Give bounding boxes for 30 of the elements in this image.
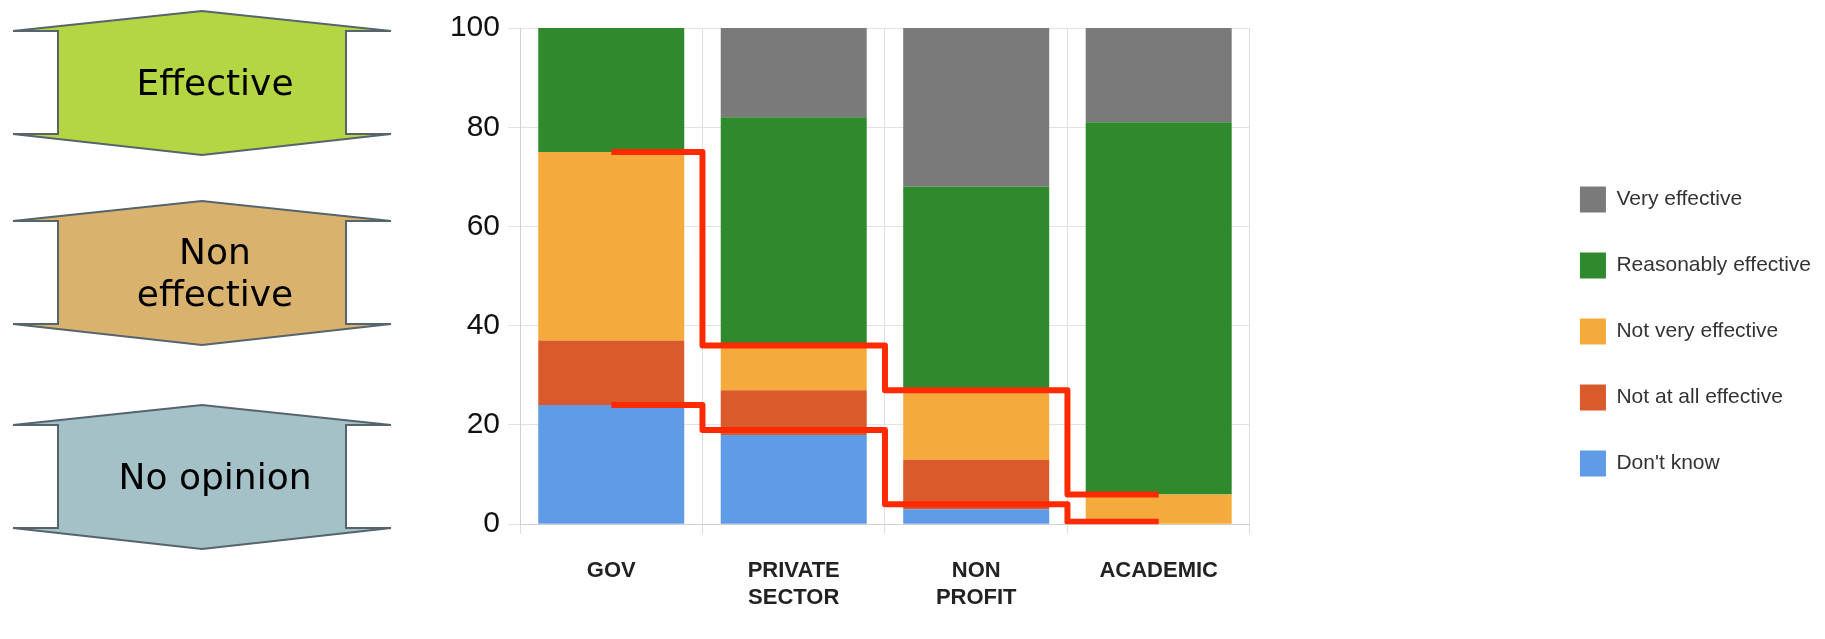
bar — [538, 28, 685, 153]
legend-label: Very effective — [1616, 186, 1743, 210]
text: Effective — [135, 61, 295, 105]
x-tick-label: PRIVATE SECTOR — [747, 557, 840, 609]
bar — [1085, 122, 1232, 495]
legend-label: Reasonably effective — [1616, 252, 1812, 276]
y-tick-label: 0 — [483, 505, 500, 539]
bar — [720, 117, 867, 346]
x-tick-label: GOV — [586, 557, 637, 583]
bar — [903, 509, 1050, 524]
bar — [1085, 28, 1232, 123]
legend-label: Don't know — [1616, 450, 1721, 474]
bar — [903, 28, 1050, 187]
bar — [903, 390, 1050, 460]
y-tick-label: 80 — [466, 108, 500, 142]
bar — [720, 28, 867, 118]
x-tick-label: ACADEMIC — [1099, 557, 1219, 583]
x-tick-label: NON PROFIT — [935, 557, 1018, 609]
y-tick-label: 40 — [466, 306, 500, 340]
bar — [538, 405, 685, 524]
text: No opinion — [117, 455, 313, 499]
y-tick-label: 60 — [466, 207, 500, 241]
text: Non effective — [135, 230, 295, 316]
y-tick-label: 100 — [449, 9, 500, 43]
bar — [538, 340, 685, 406]
bar — [538, 152, 685, 341]
legend-label: Not very effective — [1616, 318, 1779, 342]
legend-label: Not at all effective — [1616, 384, 1783, 408]
bar — [720, 434, 867, 524]
y-tick-label: 20 — [466, 406, 500, 440]
